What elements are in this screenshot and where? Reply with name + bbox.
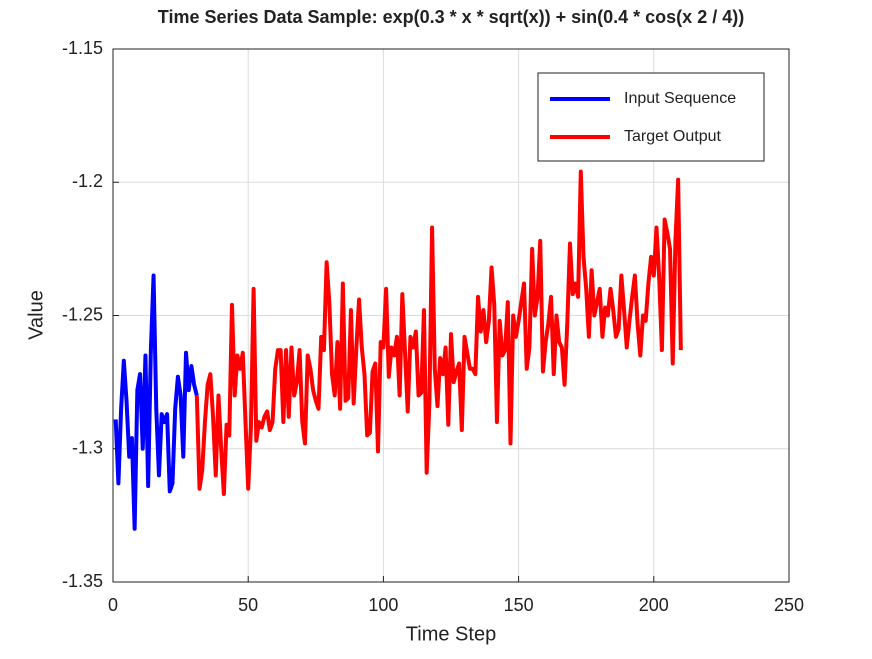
y-tick-label: -1.15 [62,38,103,58]
x-axis-label: Time Step [406,623,496,645]
x-tick-label: 0 [108,595,118,615]
x-tick-label: 150 [504,595,534,615]
x-tick-label: 100 [368,595,398,615]
x-tick-label: 200 [639,595,669,615]
y-tick-label: -1.3 [72,438,103,458]
y-tick-label: -1.35 [62,571,103,591]
y-axis-label: Value [25,290,47,340]
y-tick-label: -1.25 [62,304,103,324]
chart-title: Time Series Data Sample: exp(0.3 * x * s… [158,7,744,27]
data-line [113,273,199,531]
plot-area [113,169,683,531]
legend-label: Target Output [624,128,722,145]
x-tick-label: 250 [774,595,804,615]
legend-label: Input Sequence [624,90,736,107]
legend: Input Sequence Target Output [537,72,765,162]
x-tick-label: 50 [238,595,258,615]
legend-box [537,72,765,162]
data-line [194,169,683,497]
axes-box [112,48,790,583]
y-tick-label: -1.2 [72,171,103,191]
